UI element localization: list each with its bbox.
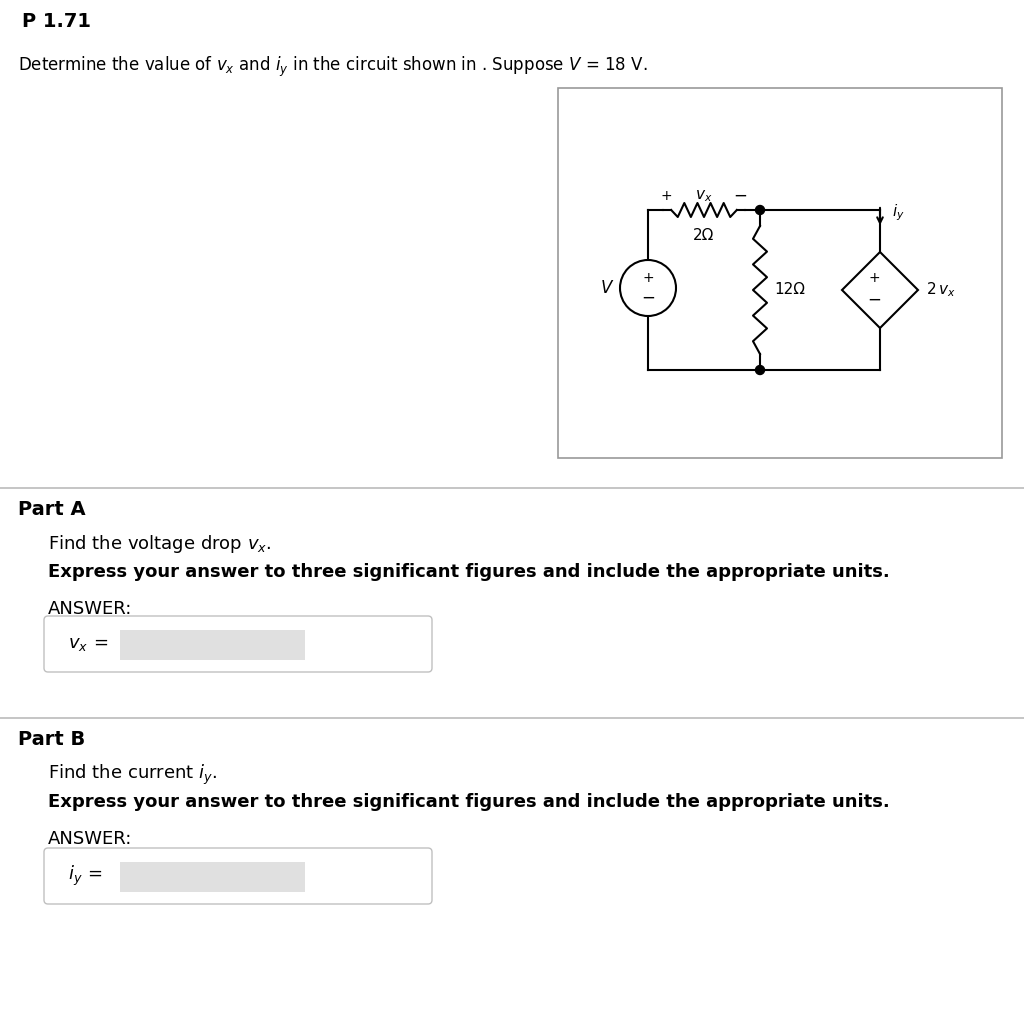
Text: Part A: Part A: [18, 500, 86, 519]
Circle shape: [756, 366, 765, 374]
Text: $v_x$: $v_x$: [695, 188, 713, 204]
Text: Find the voltage drop $v_x$.: Find the voltage drop $v_x$.: [48, 533, 271, 555]
Text: P 1.71: P 1.71: [22, 12, 91, 31]
Text: $i_y$: $i_y$: [892, 202, 904, 222]
Bar: [120, 630, 305, 660]
Text: ANSWER:: ANSWER:: [48, 830, 132, 848]
Text: $2\,v_x$: $2\,v_x$: [926, 281, 955, 299]
Text: 12Ω: 12Ω: [774, 282, 805, 297]
Bar: [120, 862, 305, 892]
Circle shape: [756, 205, 765, 214]
Text: $i_y\,=$: $i_y\,=$: [68, 864, 102, 888]
Text: −: −: [641, 289, 655, 307]
Bar: [558, 88, 1002, 458]
FancyBboxPatch shape: [44, 616, 432, 672]
Text: Find the current $i_y$.: Find the current $i_y$.: [48, 763, 217, 788]
Text: 2Ω: 2Ω: [693, 228, 715, 243]
Text: Determine the value of $v_x$ and $i_y$ in the circuit shown in . Suppose $V$ = 1: Determine the value of $v_x$ and $i_y$ i…: [18, 55, 647, 79]
Text: ANSWER:: ANSWER:: [48, 600, 132, 618]
Text: +: +: [660, 189, 672, 203]
Text: V: V: [600, 279, 611, 297]
Text: +: +: [868, 271, 880, 285]
Text: +: +: [642, 271, 653, 285]
Text: Express your answer to three significant figures and include the appropriate uni: Express your answer to three significant…: [48, 793, 890, 811]
Text: −: −: [733, 187, 746, 205]
Text: Part B: Part B: [18, 730, 85, 749]
Text: −: −: [867, 291, 881, 309]
Text: Express your answer to three significant figures and include the appropriate uni: Express your answer to three significant…: [48, 563, 890, 581]
FancyBboxPatch shape: [44, 848, 432, 904]
Text: $v_x\,=$: $v_x\,=$: [68, 635, 109, 653]
